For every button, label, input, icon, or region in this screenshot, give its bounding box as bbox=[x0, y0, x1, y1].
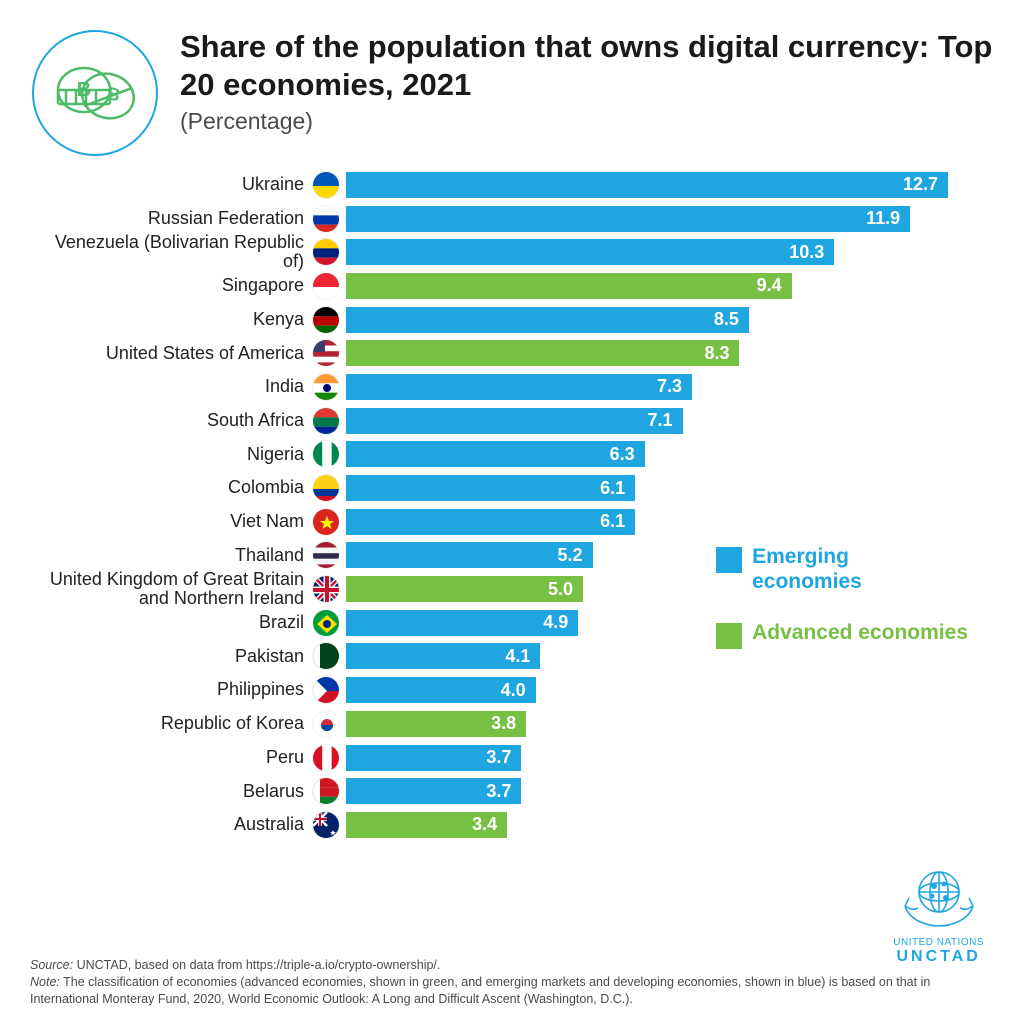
chart-row: Philippines 4.0 bbox=[40, 673, 994, 707]
country-label: Philippines bbox=[40, 680, 312, 699]
country-label: Viet Nam bbox=[40, 512, 312, 531]
legend-emerging: Emerging economies bbox=[716, 544, 968, 594]
flag-icon bbox=[312, 508, 340, 536]
bar: 12.7 bbox=[346, 172, 948, 198]
bar: 6.1 bbox=[346, 509, 635, 535]
country-label: Thailand bbox=[40, 546, 312, 565]
bar: 4.1 bbox=[346, 643, 540, 669]
crypto-coins-icon: B B bbox=[30, 28, 160, 158]
country-label: Russian Federation bbox=[40, 209, 312, 228]
source-text: UNCTAD, based on data from https://tripl… bbox=[73, 958, 440, 972]
country-label: South Africa bbox=[40, 411, 312, 430]
flag-icon bbox=[312, 205, 340, 233]
chart-row: Australia 3.4 bbox=[40, 808, 994, 842]
bar: 8.5 bbox=[346, 307, 749, 333]
chart-row: Belarus 3.7 bbox=[40, 774, 994, 808]
chart-row: United States of America 8.3 bbox=[40, 336, 994, 370]
footer-notes: Source: UNCTAD, based on data from https… bbox=[30, 957, 994, 1008]
country-label: Republic of Korea bbox=[40, 714, 312, 733]
flag-icon bbox=[312, 609, 340, 637]
flag-icon bbox=[312, 440, 340, 468]
legend-label-advanced: Advanced economies bbox=[752, 620, 968, 645]
flag-icon bbox=[312, 171, 340, 199]
bar: 6.3 bbox=[346, 441, 645, 467]
flag-icon bbox=[312, 407, 340, 435]
country-label: Colombia bbox=[40, 478, 312, 497]
country-label: Singapore bbox=[40, 276, 312, 295]
flag-icon bbox=[312, 272, 340, 300]
bar: 3.8 bbox=[346, 711, 526, 737]
country-label: Ukraine bbox=[40, 175, 312, 194]
legend-label-emerging: Emerging economies bbox=[752, 544, 862, 594]
country-label: Belarus bbox=[40, 782, 312, 801]
legend: Emerging economies Advanced economies bbox=[716, 544, 968, 675]
chart-row: Ukraine 12.7 bbox=[40, 168, 994, 202]
bar-chart: Ukraine 12.7 Russian Federation 11.9 Venezue… bbox=[40, 168, 994, 842]
flag-icon bbox=[312, 575, 340, 603]
chart-row: India 7.3 bbox=[40, 370, 994, 404]
flag-icon bbox=[312, 676, 340, 704]
bar: 9.4 bbox=[346, 273, 792, 299]
chart-title: Share of the population that owns digita… bbox=[180, 28, 994, 104]
flag-icon bbox=[312, 474, 340, 502]
bar: 3.7 bbox=[346, 745, 521, 771]
un-text-top: UNITED NATIONS bbox=[893, 937, 984, 948]
source-label: Source: bbox=[30, 958, 73, 972]
country-label: Brazil bbox=[40, 613, 312, 632]
chart-row: Republic of Korea 3.8 bbox=[40, 707, 994, 741]
bar: 3.4 bbox=[346, 812, 507, 838]
chart-row: Colombia 6.1 bbox=[40, 471, 994, 505]
chart-row: Singapore 9.4 bbox=[40, 269, 994, 303]
flag-icon bbox=[312, 811, 340, 839]
flag-icon bbox=[312, 541, 340, 569]
bar: 8.3 bbox=[346, 340, 739, 366]
bar: 6.1 bbox=[346, 475, 635, 501]
note-text: The classification of economies (advance… bbox=[30, 975, 930, 1006]
bar: 7.1 bbox=[346, 408, 683, 434]
country-label: United Kingdom of Great Britain and Nort… bbox=[40, 570, 312, 609]
chart-row: Kenya 8.5 bbox=[40, 303, 994, 337]
country-label: Nigeria bbox=[40, 445, 312, 464]
chart-row: Peru 3.7 bbox=[40, 741, 994, 775]
svg-text:B: B bbox=[105, 83, 123, 106]
chart-row: Viet Nam 6.1 bbox=[40, 505, 994, 539]
svg-text:B: B bbox=[77, 79, 91, 101]
bar: 5.0 bbox=[346, 576, 583, 602]
bar: 5.2 bbox=[346, 542, 593, 568]
chart-subtitle: (Percentage) bbox=[180, 108, 994, 135]
chart-row: Nigeria 6.3 bbox=[40, 438, 994, 472]
bar: 4.0 bbox=[346, 677, 536, 703]
country-label: Peru bbox=[40, 748, 312, 767]
flag-icon bbox=[312, 642, 340, 670]
bar: 11.9 bbox=[346, 206, 910, 232]
bar: 10.3 bbox=[346, 239, 834, 265]
legend-advanced: Advanced economies bbox=[716, 620, 968, 649]
chart-row: Venezuela (Bolivarian Republic of) 10.3 bbox=[40, 235, 994, 269]
flag-icon bbox=[312, 710, 340, 738]
flag-icon bbox=[312, 306, 340, 334]
note-label: Note: bbox=[30, 975, 60, 989]
flag-icon bbox=[312, 777, 340, 805]
flag-icon bbox=[312, 373, 340, 401]
chart-row: South Africa 7.1 bbox=[40, 404, 994, 438]
chart-row: Russian Federation 11.9 bbox=[40, 202, 994, 236]
unctad-logo: UNITED NATIONS UNCTAD bbox=[893, 862, 984, 966]
bar: 4.9 bbox=[346, 610, 578, 636]
header: B B Share of the population that owns di… bbox=[30, 28, 994, 158]
country-label: United States of America bbox=[40, 344, 312, 363]
flag-icon bbox=[312, 339, 340, 367]
country-label: Australia bbox=[40, 815, 312, 834]
legend-swatch-advanced bbox=[716, 623, 742, 649]
country-label: Kenya bbox=[40, 310, 312, 329]
flag-icon bbox=[312, 744, 340, 772]
bar: 7.3 bbox=[346, 374, 692, 400]
country-label: Venezuela (Bolivarian Republic of) bbox=[40, 233, 312, 272]
country-label: India bbox=[40, 377, 312, 396]
flag-icon bbox=[312, 238, 340, 266]
legend-swatch-emerging bbox=[716, 547, 742, 573]
bar: 3.7 bbox=[346, 778, 521, 804]
country-label: Pakistan bbox=[40, 647, 312, 666]
